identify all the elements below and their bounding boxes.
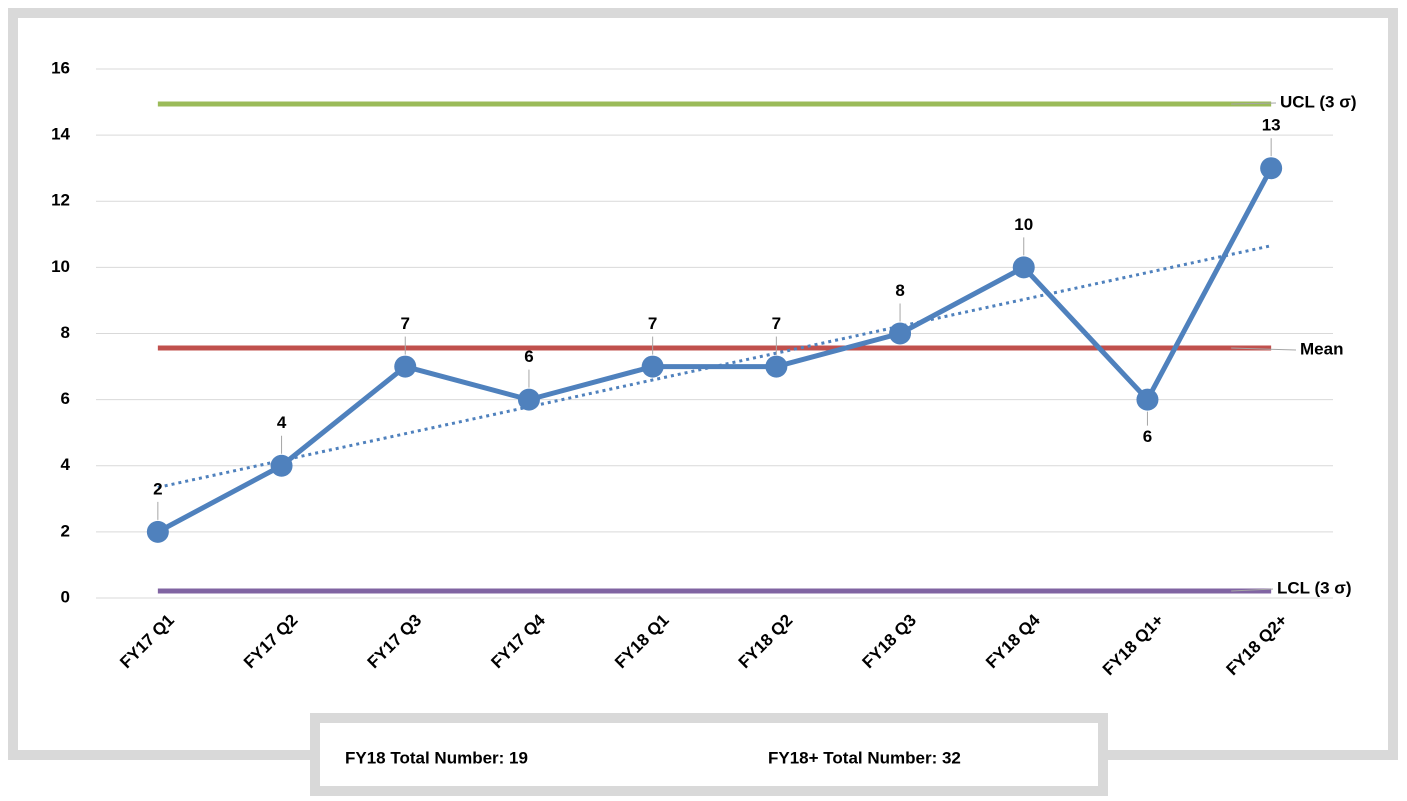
- data-label: 13: [1262, 116, 1281, 135]
- x-tick-label: FY18 Q2: [735, 611, 797, 673]
- data-point: [641, 355, 664, 378]
- data-label: 10: [1014, 215, 1033, 234]
- x-tick-label: FY18 Q1: [611, 611, 673, 673]
- footer-text: FY18+ Total Number: 32: [768, 748, 961, 767]
- label-leader: [1231, 347, 1297, 351]
- y-tick-label: 10: [51, 257, 70, 276]
- y-tick-label: 2: [61, 521, 70, 540]
- x-tick-label: FY18 Q1+: [1099, 611, 1168, 680]
- y-tick-label: 16: [51, 58, 70, 77]
- footer-box: [310, 713, 1108, 796]
- data-label: 7: [772, 314, 781, 333]
- frame: [8, 8, 1398, 760]
- x-tick-label: FY17 Q4: [487, 610, 549, 672]
- data-label: 4: [277, 413, 287, 432]
- data-label: 6: [524, 347, 533, 366]
- x-tick-label: FY17 Q1: [116, 611, 178, 673]
- y-tick-label: 8: [61, 323, 70, 342]
- data-point: [517, 388, 540, 411]
- data-point: [889, 322, 912, 345]
- label-leader: [1231, 102, 1277, 105]
- y-tick-label: 14: [51, 125, 70, 144]
- label-leader: [1231, 588, 1274, 592]
- data-point: [270, 454, 293, 477]
- data-label: 7: [648, 314, 657, 333]
- y-tick-label: 4: [61, 455, 71, 474]
- data-point: [394, 355, 417, 378]
- data-point: [1012, 256, 1035, 279]
- reference-label: UCL (3 σ): [1280, 93, 1356, 112]
- footer-text: FY18 Total Number: 19: [345, 748, 528, 767]
- series-line: [156, 167, 1274, 535]
- x-tick-label: FY18 Q2+: [1223, 611, 1292, 680]
- data-label: 8: [895, 281, 904, 300]
- reference-label: LCL (3 σ): [1277, 579, 1352, 598]
- data-label: 2: [153, 479, 162, 498]
- data-point: [765, 355, 788, 378]
- reference-label: Mean: [1300, 340, 1343, 359]
- data-label: 6: [1143, 427, 1152, 446]
- x-tick-label: FY17 Q3: [364, 611, 426, 673]
- data-point: [1136, 388, 1159, 411]
- x-tick-label: FY17 Q2: [240, 611, 302, 673]
- data-label: 7: [401, 314, 410, 333]
- data-point: [146, 520, 169, 543]
- data-point: [1260, 157, 1283, 180]
- x-tick-label: FY18 Q3: [858, 611, 920, 673]
- y-tick-label: 0: [61, 587, 70, 606]
- x-tick-label: FY18 Q4: [982, 610, 1044, 672]
- y-tick-label: 12: [51, 191, 70, 210]
- y-tick-label: 6: [61, 389, 70, 408]
